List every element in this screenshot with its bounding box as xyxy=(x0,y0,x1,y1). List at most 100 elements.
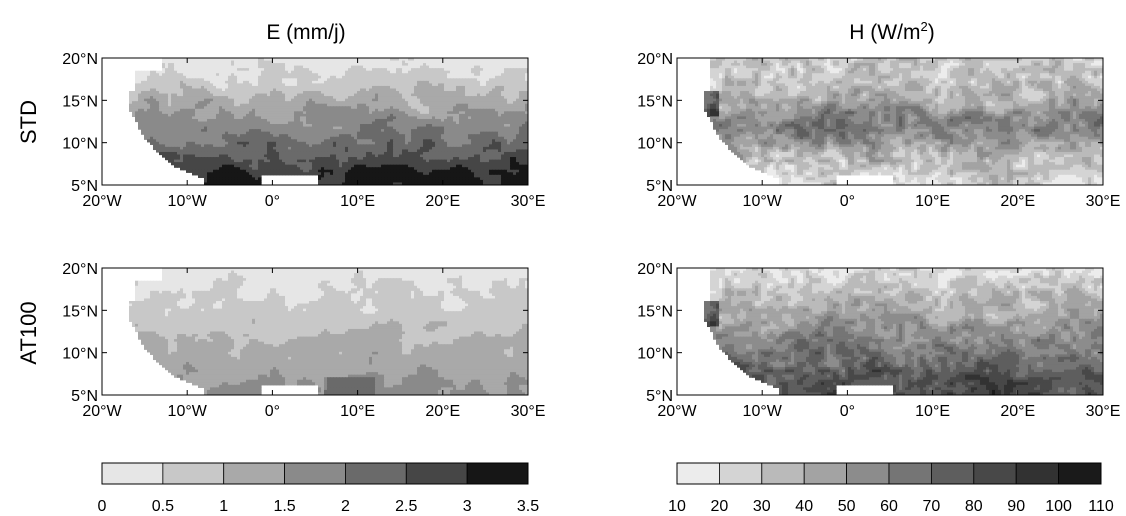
field-cell xyxy=(399,68,403,72)
field-cell xyxy=(180,83,184,87)
field-cell xyxy=(402,149,406,153)
field-cell xyxy=(312,60,316,64)
field-cell xyxy=(516,146,520,151)
field-cell xyxy=(420,108,424,112)
field-cell xyxy=(375,113,379,118)
field-cell xyxy=(390,78,394,82)
field-cell xyxy=(432,134,436,138)
field-cell xyxy=(303,63,307,67)
field-cell xyxy=(213,85,217,90)
field-cell xyxy=(201,139,205,143)
field-cell xyxy=(153,70,157,74)
field-cell xyxy=(216,136,220,140)
field-cell xyxy=(168,116,172,120)
field-cell xyxy=(249,136,253,140)
field-cell xyxy=(498,98,502,102)
field-cell xyxy=(309,75,313,79)
field-cell xyxy=(408,78,412,82)
field-cell xyxy=(210,103,214,107)
field-cell xyxy=(408,70,412,74)
field-cell xyxy=(384,58,388,62)
field-cell xyxy=(156,103,160,107)
field-cell xyxy=(402,96,406,100)
field-cell xyxy=(360,129,364,133)
field-cell xyxy=(228,91,232,95)
field-cell xyxy=(513,63,517,67)
field-cell xyxy=(477,116,481,120)
field-cell xyxy=(435,141,439,145)
field-cell xyxy=(312,58,316,62)
field-cell xyxy=(387,88,391,92)
field-cell xyxy=(339,106,343,110)
field-cell xyxy=(132,106,136,110)
field-cell xyxy=(453,131,457,135)
field-cell xyxy=(210,131,214,135)
field-cell xyxy=(240,73,244,77)
field-cell xyxy=(348,91,352,95)
field-cell xyxy=(474,108,478,112)
field-cell xyxy=(441,91,445,95)
field-cell xyxy=(495,129,499,133)
field-cell xyxy=(342,98,346,102)
field-cell xyxy=(147,80,151,84)
field-cell xyxy=(522,70,526,74)
field-cell xyxy=(291,129,295,133)
field-cell xyxy=(216,134,220,138)
field-cell xyxy=(435,91,439,95)
field-cell xyxy=(522,124,526,128)
field-cell xyxy=(510,141,514,145)
field-cell xyxy=(243,124,247,128)
field-cell xyxy=(351,108,355,112)
field-cell xyxy=(204,154,208,158)
field-cell xyxy=(342,78,346,82)
field-cell xyxy=(156,93,160,97)
field-cell xyxy=(402,113,406,118)
field-cell xyxy=(522,116,526,120)
field-cell xyxy=(489,60,493,64)
field-cell xyxy=(315,85,319,90)
field-cell xyxy=(327,149,331,153)
field-cell xyxy=(132,103,136,107)
field-cell xyxy=(378,139,382,143)
field-cell xyxy=(342,93,346,97)
field-cell xyxy=(414,118,418,123)
field-cell xyxy=(348,121,352,125)
field-cell xyxy=(375,126,379,130)
field-cell xyxy=(246,144,250,148)
field-cell xyxy=(258,96,262,100)
field-cell xyxy=(399,129,403,133)
field-cell xyxy=(306,75,310,79)
field-cell xyxy=(255,70,259,74)
field-cell xyxy=(300,70,304,74)
field-cell xyxy=(519,60,523,64)
field-cell xyxy=(432,131,436,135)
field-cell xyxy=(456,60,460,64)
field-cell xyxy=(444,103,448,107)
field-cell xyxy=(372,118,376,123)
field-cell xyxy=(189,60,193,64)
field-cell xyxy=(354,134,358,138)
field-cell xyxy=(231,131,235,135)
field-cell xyxy=(303,73,307,77)
field-cell xyxy=(261,146,265,151)
field-cell xyxy=(417,65,421,69)
field-cell xyxy=(402,101,406,105)
field-cell xyxy=(396,139,400,143)
field-cell xyxy=(321,108,325,112)
field-cell xyxy=(216,75,220,79)
field-cell xyxy=(480,113,484,118)
field-cell xyxy=(429,75,433,79)
field-cell xyxy=(135,83,139,87)
field-cell xyxy=(282,60,286,64)
field-cell xyxy=(417,73,421,77)
field-cell xyxy=(492,146,496,151)
field-cell xyxy=(513,96,517,100)
field-cell xyxy=(189,103,193,107)
field-cell xyxy=(204,83,208,87)
field-cell xyxy=(285,154,289,158)
field-cell xyxy=(357,60,361,64)
field-cell xyxy=(486,136,490,140)
field-cell xyxy=(312,118,316,123)
field-cell xyxy=(396,146,400,151)
field-cell xyxy=(474,141,478,145)
